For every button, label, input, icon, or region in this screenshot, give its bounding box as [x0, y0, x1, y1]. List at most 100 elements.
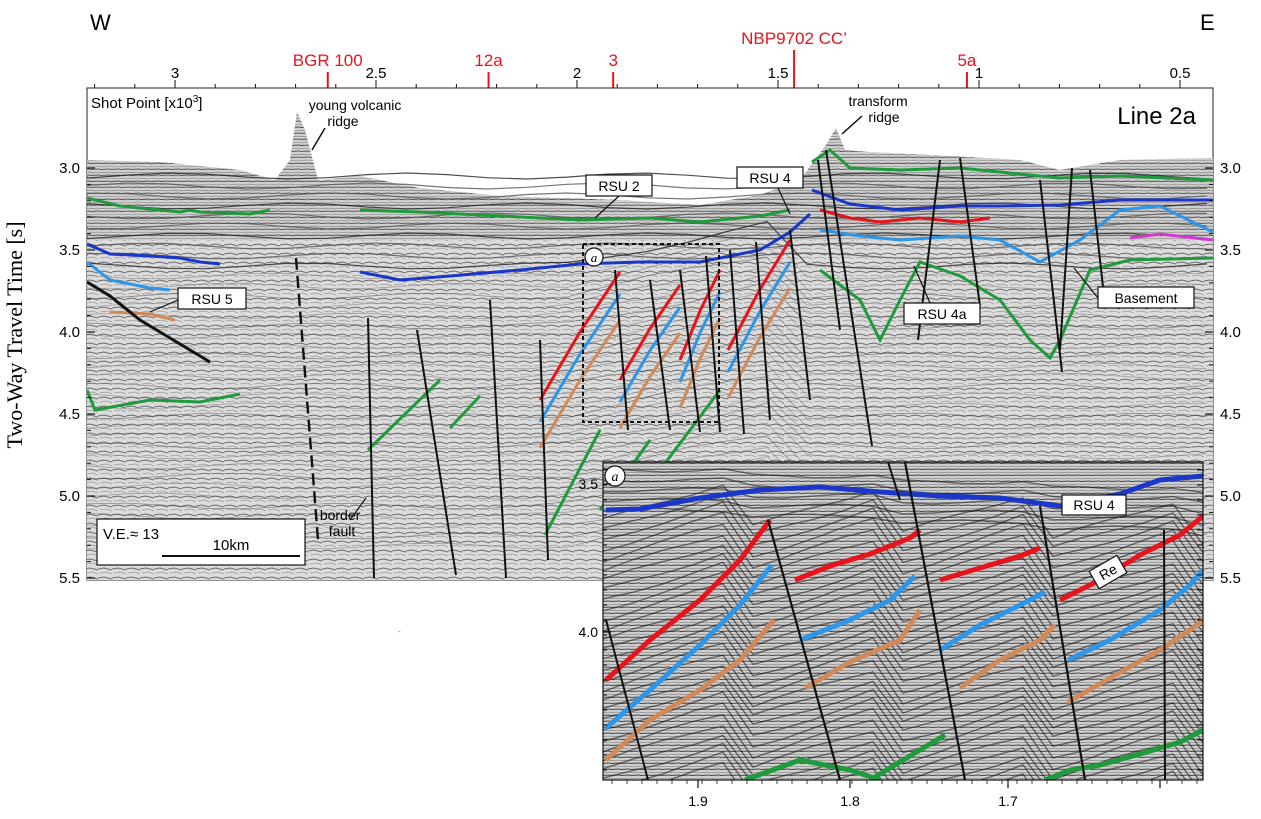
inset-axes: 3.5 4.0 1.9 1.8 1.7 [579, 469, 1203, 809]
inset-reflector-line [603, 492, 1203, 554]
inset-reflector-line [603, 523, 1203, 586]
deep-green-horizon [543, 429, 602, 536]
shot-point-tick-label: 2 [573, 65, 581, 82]
inset-reflector-line [603, 511, 1203, 574]
scale-bar-box: V.E.≈ 13 10km [96, 518, 306, 566]
reflector-line [87, 304, 1208, 350]
rsu5-label: RSU 5 [191, 291, 232, 307]
fault-line [539, 339, 549, 561]
inset-x-tick-label: 1.8 [840, 793, 860, 809]
shot-point-tick-label: 1 [975, 65, 983, 82]
rsu5-label-box: RSU 5 [149, 287, 247, 313]
inset-blue-horizon-4 [1066, 568, 1203, 663]
reflector-line [87, 172, 1208, 180]
rsu4-label-box: RSU 4 [736, 166, 804, 215]
horizon-black-west [87, 280, 211, 364]
horizon-green-deep-east [819, 256, 1213, 361]
reflector-line [87, 220, 1208, 270]
fault-line [649, 279, 671, 431]
inset-reflector-line [603, 701, 1203, 764]
west-label: W [90, 10, 111, 35]
reflector-line [87, 291, 1208, 340]
inset-reflector-line [603, 484, 1203, 546]
inset-reflector-line [603, 501, 1203, 563]
horizon-lightblue-west [87, 260, 171, 292]
crossing-line-label: 12a [474, 51, 503, 70]
tilted-horizon [538, 319, 622, 449]
reflector-line [87, 245, 1208, 290]
shot-point-tick-label: 3 [171, 65, 179, 82]
y-tick-label: 5.5 [59, 570, 80, 587]
inset-fault-3 [887, 462, 901, 501]
horizon-magenta-east [1129, 232, 1213, 242]
inset-location-marker-label: a [591, 250, 598, 265]
fault-line [367, 317, 375, 579]
inset-orange-horizon-3 [958, 623, 1057, 691]
y-axis-title: Two-Way Travel Time [s] [2, 221, 27, 448]
tilted-horizon [678, 269, 722, 361]
inset-red-horizon-3 [939, 545, 1041, 583]
tilted-horizon [618, 332, 682, 429]
fault-line [489, 299, 507, 579]
inset-fault-4 [1038, 505, 1087, 780]
young-volcanic-ridge-pointer [311, 127, 326, 151]
y-axis-ticks: 3.0 3.0 3.5 3.5 4.0 4.0 4.5 4.5 5.0 5.0 5.5 5.5 [59, 160, 1241, 587]
reflector-line [87, 316, 1208, 360]
tilted-horizon [618, 306, 682, 403]
shot-point-label: Shot Point [x103] [91, 94, 202, 112]
inset-red-horizon-4 [1058, 514, 1203, 603]
fault-line [825, 149, 873, 447]
y-tick-label: 4.5 [59, 406, 80, 423]
inset-frame [602, 461, 1204, 781]
stray-mark: - [398, 627, 401, 636]
line-title: Line 2a [1117, 103, 1196, 130]
fault-line [1089, 169, 1105, 297]
y-tick-label: 3.5 [1220, 242, 1241, 259]
basement-label-box: Basement [1073, 267, 1195, 309]
crossing-line-label: BGR 100 [293, 51, 363, 70]
inset-panel: a RSU 4 Re 3.5 4.0 1.9 1.8 1.7 [579, 461, 1204, 809]
tilted-horizon [538, 271, 622, 401]
inset-fault-1 [766, 519, 842, 780]
inset-reflector-line [603, 583, 1203, 645]
fault-line [705, 255, 721, 433]
horizon-darkblue-main [359, 212, 812, 282]
fault-line [755, 241, 771, 421]
border-fault-line [294, 257, 320, 541]
y-tick-label: 5.5 [1220, 570, 1241, 587]
reflector-line [87, 222, 1208, 230]
inset-fault-5 [1163, 529, 1166, 780]
tilted-horizon [678, 317, 722, 409]
inset-marker [604, 465, 626, 487]
inset-blue-horizon-3 [938, 589, 1047, 653]
inset-reflector-line [603, 713, 1203, 776]
reflector-line [87, 202, 1208, 210]
y-tick-label: 3.5 [59, 242, 80, 259]
reflector-line [87, 273, 1208, 320]
fault-line [416, 329, 457, 576]
inset-reflector-line [603, 665, 1203, 727]
y-tick-label: 3.0 [1220, 160, 1241, 177]
y-tick-label: 3.0 [59, 160, 80, 177]
y-tick-label: 4.5 [1220, 406, 1241, 423]
basement-label: Basement [1114, 290, 1177, 306]
inset-reflector-line [603, 613, 1203, 675]
crossing-line-label: 5a [957, 51, 976, 70]
inset-red-horizon-1 [604, 518, 772, 682]
inset-location-box [582, 243, 720, 423]
fault-line [959, 157, 981, 307]
inset-reflector-line [603, 467, 1203, 493]
tilted-horizon [618, 284, 682, 381]
reflector-line [87, 363, 1208, 410]
deep-green-horizon [448, 394, 482, 430]
y-tick-label: 5.0 [1220, 488, 1241, 505]
vertical-exaggeration-label: V.E.≈ 13 [103, 526, 159, 543]
reflector-line [87, 232, 1208, 240]
inset-reflector-line [603, 621, 1203, 683]
inset-reflector-line [603, 674, 1203, 735]
fault-line [1059, 167, 1073, 351]
tilted-horizon [726, 287, 792, 399]
y-tick-label: 4.0 [59, 324, 80, 341]
inset-rsu4-label: RSU 4 [1073, 497, 1114, 513]
horizon-orange-west [109, 310, 176, 322]
